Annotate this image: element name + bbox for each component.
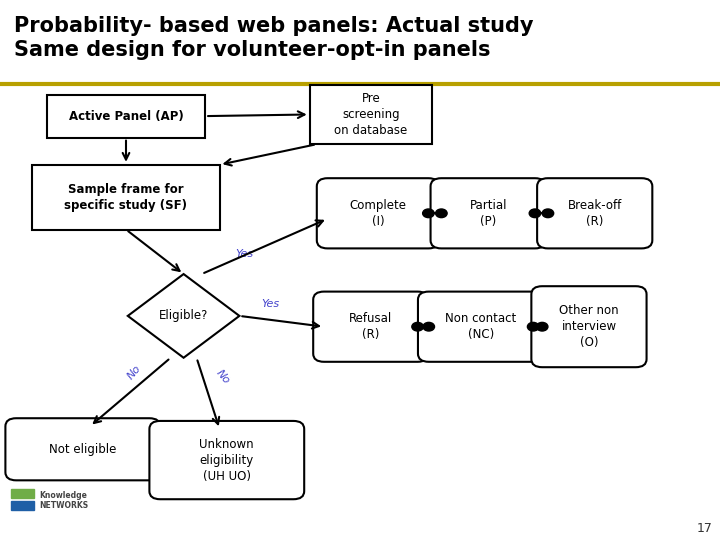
FancyBboxPatch shape [418,292,544,362]
Text: 17: 17 [697,522,713,535]
Circle shape [412,322,423,331]
FancyBboxPatch shape [32,165,220,230]
Circle shape [542,209,554,218]
FancyBboxPatch shape [537,178,652,248]
FancyBboxPatch shape [313,292,428,362]
Text: Knowledge
NETWORKS: Knowledge NETWORKS [40,491,89,510]
FancyBboxPatch shape [317,178,439,248]
Circle shape [528,322,539,331]
Text: Sample frame for
specific study (SF): Sample frame for specific study (SF) [65,183,187,212]
FancyBboxPatch shape [150,421,304,499]
Text: Pre
screening
on database: Pre screening on database [334,92,408,137]
Text: Active Panel (AP): Active Panel (AP) [68,110,184,123]
FancyBboxPatch shape [310,85,432,144]
Polygon shape [128,274,239,358]
Text: Probability- based web panels: Actual study
Same design for volunteer-opt-in pan: Probability- based web panels: Actual st… [14,16,534,60]
Text: Not eligible: Not eligible [49,443,117,456]
Text: Yes: Yes [235,249,254,259]
Text: Non contact
(NC): Non contact (NC) [446,312,516,341]
Bar [11,489,34,498]
Text: No: No [215,368,232,386]
Circle shape [436,209,447,218]
Text: Break-off
(R): Break-off (R) [567,199,622,228]
FancyBboxPatch shape [6,418,160,481]
Text: Refusal
(R): Refusal (R) [349,312,392,341]
Text: Other non
interview
(O): Other non interview (O) [559,304,618,349]
Text: Partial
(P): Partial (P) [469,199,507,228]
Text: Eligible?: Eligible? [159,309,208,322]
Circle shape [529,209,541,218]
FancyBboxPatch shape [531,286,647,367]
Bar [11,501,34,510]
FancyBboxPatch shape [47,94,205,138]
Text: No: No [126,363,143,381]
Circle shape [423,322,435,331]
Circle shape [423,209,434,218]
FancyBboxPatch shape [431,178,546,248]
Text: Unknown
eligibility
(UH UO): Unknown eligibility (UH UO) [199,437,254,483]
Text: Complete
(I): Complete (I) [349,199,407,228]
Text: Yes: Yes [261,299,279,309]
Circle shape [536,322,548,331]
